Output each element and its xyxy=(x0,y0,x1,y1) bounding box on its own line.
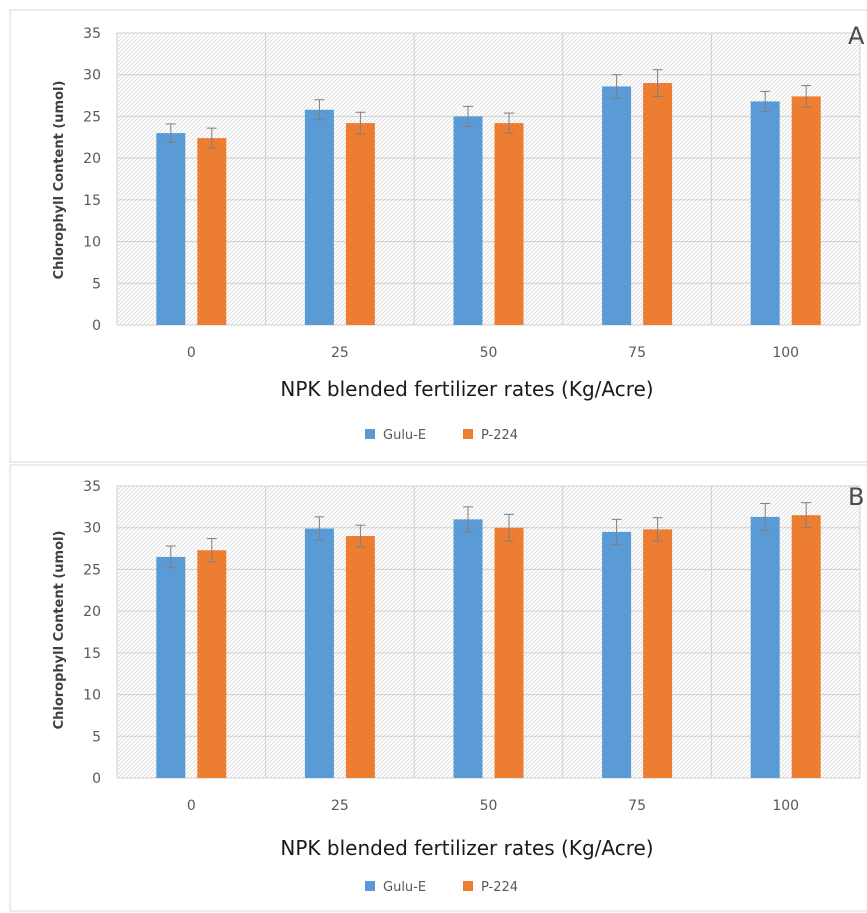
legend-swatch-p-224 xyxy=(463,881,473,891)
bar xyxy=(345,123,375,325)
chart-panel-b: 0 5 10 15 20 25 30 35 0 25 50 75 100 Chlorophyll Co… xyxy=(9,464,867,912)
bar xyxy=(156,556,186,778)
legend-swatch-p-224 xyxy=(463,429,473,439)
x-tick-label: 50 xyxy=(480,798,498,814)
x-tick-label: 75 xyxy=(628,798,646,814)
x-tick-label: 0 xyxy=(187,798,196,814)
y-tick-label: 10 xyxy=(83,688,101,704)
y-tick-label: 20 xyxy=(83,151,101,167)
y-tick-label: 25 xyxy=(83,109,101,125)
x-tick-labels: 0 25 50 75 100 xyxy=(187,345,799,361)
y-axis-title: Chlorophyll Content (umol) xyxy=(52,531,67,730)
y-tick-label: 5 xyxy=(92,276,101,292)
plot-area-background xyxy=(117,486,860,778)
legend-label-gulu-e: Gulu-E xyxy=(383,428,426,443)
legend-swatch-gulu-e xyxy=(365,429,375,439)
bar xyxy=(750,516,780,778)
bar xyxy=(643,83,673,325)
x-axis-title: NPK blended fertilizer rates (Kg/Acre) xyxy=(280,836,653,860)
y-tick-label: 0 xyxy=(92,771,101,787)
bar xyxy=(750,101,780,325)
bar xyxy=(453,116,483,325)
bar xyxy=(602,531,632,778)
y-tick-label: 0 xyxy=(92,318,101,334)
y-tick-label: 30 xyxy=(83,521,101,537)
bar xyxy=(643,529,673,778)
bar-layer xyxy=(156,83,821,325)
legend-swatch-gulu-e xyxy=(365,881,375,891)
bar xyxy=(197,550,227,778)
chart-frame xyxy=(9,9,867,463)
bar xyxy=(197,138,227,325)
y-tick-labels: 0 5 10 15 20 25 30 35 xyxy=(83,479,101,787)
legend-label-gulu-e: Gulu-E xyxy=(383,880,426,895)
x-tick-label: 0 xyxy=(187,345,196,361)
bar xyxy=(602,86,632,325)
error-bar-layer xyxy=(165,502,812,569)
x-tick-label: 25 xyxy=(331,345,349,361)
panel-label: A xyxy=(848,22,865,50)
y-tick-label: 5 xyxy=(92,729,101,745)
error-bar-layer xyxy=(165,69,812,149)
y-tick-labels: 0 5 10 15 20 25 30 35 xyxy=(83,26,101,334)
legend-label-p-224: P-224 xyxy=(481,880,518,895)
y-tick-label: 25 xyxy=(83,562,101,578)
grid-layer xyxy=(116,485,861,779)
legend: Gulu-E P-224 xyxy=(365,428,518,443)
y-tick-label: 10 xyxy=(83,235,101,251)
legend-label-p-224: P-224 xyxy=(481,428,518,443)
panel-label: B xyxy=(848,483,864,511)
y-tick-label: 30 xyxy=(83,68,101,84)
y-tick-label: 15 xyxy=(83,646,101,662)
bar xyxy=(791,515,821,778)
x-tick-label: 100 xyxy=(772,345,799,361)
y-tick-label: 35 xyxy=(83,26,101,42)
chart-frame xyxy=(9,464,867,912)
x-tick-label: 100 xyxy=(772,798,799,814)
bar xyxy=(494,527,524,778)
x-axis-title: NPK blended fertilizer rates (Kg/Acre) xyxy=(280,377,653,401)
bar-layer xyxy=(156,515,821,778)
y-tick-label: 35 xyxy=(83,479,101,495)
y-axis-title: Chlorophyll Content (umol) xyxy=(52,81,67,280)
x-tick-label: 25 xyxy=(331,798,349,814)
bar xyxy=(453,519,483,778)
grid-layer xyxy=(116,32,861,326)
y-tick-label: 20 xyxy=(83,604,101,620)
legend: Gulu-E P-224 xyxy=(365,880,518,895)
y-tick-label: 15 xyxy=(83,193,101,209)
bar xyxy=(791,96,821,325)
bar xyxy=(304,528,334,778)
plot-area-background xyxy=(117,33,860,325)
x-tick-labels: 0 25 50 75 100 xyxy=(187,798,799,814)
bar xyxy=(156,133,186,325)
bar xyxy=(345,536,375,778)
x-tick-label: 50 xyxy=(480,345,498,361)
x-tick-label: 75 xyxy=(628,345,646,361)
bar xyxy=(494,123,524,325)
bar xyxy=(304,109,334,325)
chart-panel-a: 0 5 10 15 20 25 30 35 0 25 50 75 100 Chlorophyll Co… xyxy=(9,9,867,463)
